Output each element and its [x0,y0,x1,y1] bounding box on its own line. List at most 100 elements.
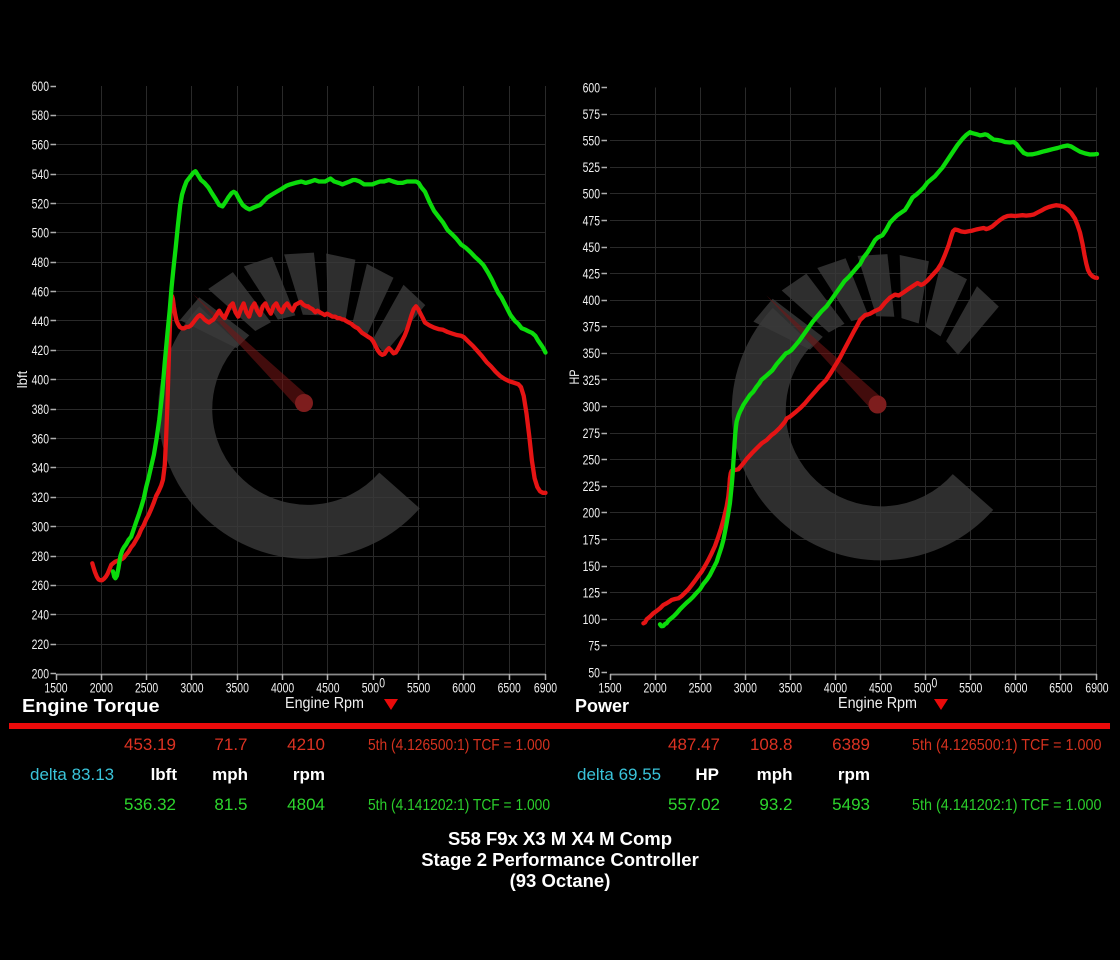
svg-text:150: 150 [583,559,600,574]
svg-text:100: 100 [583,612,600,627]
svg-text:600: 600 [32,79,49,94]
svg-text:0: 0 [932,676,938,691]
svg-text:425: 425 [583,266,600,281]
svg-text:Stage 2 Performance Controller: Stage 2 Performance Controller [421,849,699,870]
svg-text:320: 320 [32,490,49,505]
svg-text:500: 500 [32,226,49,241]
svg-text:5493: 5493 [832,795,870,814]
svg-text:300: 300 [32,519,49,534]
svg-text:1500: 1500 [44,681,67,696]
svg-text:200: 200 [583,506,600,521]
svg-text:6000: 6000 [452,681,475,696]
svg-text:lbft: lbft [15,371,30,389]
svg-text:4500: 4500 [869,681,892,696]
svg-text:3000: 3000 [180,681,203,696]
svg-text:mph: mph [757,765,793,784]
svg-text:520: 520 [32,196,49,211]
svg-text:540: 540 [32,167,49,182]
svg-text:Engine Torque: Engine Torque [22,696,160,716]
svg-text:4500: 4500 [316,681,339,696]
svg-text:380: 380 [32,402,49,417]
svg-text:rpm: rpm [838,765,870,784]
svg-text:340: 340 [32,461,49,476]
svg-text:(93 Octane): (93 Octane) [510,870,611,891]
svg-text:2500: 2500 [689,681,712,696]
svg-text:4000: 4000 [271,681,294,696]
svg-text:2000: 2000 [644,681,667,696]
svg-text:280: 280 [32,549,49,564]
svg-text:250: 250 [583,453,600,468]
svg-text:420: 420 [32,343,49,358]
svg-text:HP: HP [695,765,719,784]
svg-text:360: 360 [32,431,49,446]
svg-text:2500: 2500 [135,681,158,696]
svg-text:6389: 6389 [832,735,870,754]
svg-text:5500: 5500 [959,681,982,696]
svg-text:5th (4.126500:1) TCF = 1.000: 5th (4.126500:1) TCF = 1.000 [368,737,550,754]
svg-text:2000: 2000 [90,681,113,696]
svg-text:487.47: 487.47 [668,735,720,754]
svg-text:mph: mph [212,765,248,784]
svg-text:500: 500 [362,681,379,696]
svg-text:300: 300 [583,399,600,414]
svg-text:480: 480 [32,255,49,270]
svg-text:93.2: 93.2 [759,795,792,814]
svg-text:6900: 6900 [534,681,557,696]
svg-text:525: 525 [583,160,600,175]
svg-text:delta 83.13: delta 83.13 [30,765,114,784]
svg-text:275: 275 [583,426,600,441]
svg-text:0: 0 [379,676,385,691]
svg-text:6500: 6500 [498,681,521,696]
svg-text:Power: Power [575,696,629,716]
svg-text:HP: HP [567,370,582,385]
svg-text:Engine Rpm: Engine Rpm [285,695,364,712]
svg-text:200: 200 [32,666,49,681]
svg-text:575: 575 [583,107,600,122]
svg-text:375: 375 [583,320,600,335]
svg-text:3500: 3500 [226,681,249,696]
svg-text:delta 69.55: delta 69.55 [577,765,661,784]
svg-text:71.7: 71.7 [214,735,247,754]
svg-text:453.19: 453.19 [124,735,176,754]
svg-text:450: 450 [583,240,600,255]
svg-text:225: 225 [583,479,600,494]
svg-text:5th (4.141202:1) TCF = 1.000: 5th (4.141202:1) TCF = 1.000 [368,797,550,814]
svg-text:400: 400 [583,293,600,308]
svg-text:50: 50 [588,665,600,680]
svg-text:lbft: lbft [151,765,178,784]
svg-text:400: 400 [32,373,49,388]
svg-text:6900: 6900 [1085,681,1108,696]
svg-text:1500: 1500 [598,681,621,696]
svg-text:4804: 4804 [287,795,325,814]
svg-text:rpm: rpm [293,765,325,784]
svg-text:325: 325 [583,373,600,388]
svg-text:440: 440 [32,314,49,329]
svg-text:81.5: 81.5 [214,795,247,814]
svg-text:75: 75 [588,639,600,654]
svg-text:175: 175 [583,532,600,547]
svg-text:557.02: 557.02 [668,795,720,814]
svg-text:536.32: 536.32 [124,795,176,814]
svg-text:220: 220 [32,637,49,652]
svg-text:550: 550 [583,134,600,149]
svg-text:108.8: 108.8 [750,735,793,754]
svg-text:240: 240 [32,608,49,623]
svg-text:5th (4.141202:1) TCF = 1.000: 5th (4.141202:1) TCF = 1.000 [912,797,1102,814]
svg-text:3000: 3000 [734,681,757,696]
svg-text:500: 500 [914,681,931,696]
svg-text:350: 350 [583,346,600,361]
svg-text:5th (4.126500:1) TCF = 1.000: 5th (4.126500:1) TCF = 1.000 [912,737,1102,754]
svg-text:560: 560 [32,138,49,153]
svg-text:125: 125 [583,586,600,601]
svg-text:6500: 6500 [1049,681,1072,696]
svg-text:600: 600 [583,80,600,95]
svg-text:Engine Rpm: Engine Rpm [838,695,917,712]
svg-text:3500: 3500 [779,681,802,696]
svg-text:475: 475 [583,213,600,228]
svg-text:580: 580 [32,108,49,123]
svg-text:S58 F9x X3 M X4 M Comp: S58 F9x X3 M X4 M Comp [448,828,672,849]
svg-text:500: 500 [583,187,600,202]
svg-text:5500: 5500 [407,681,430,696]
svg-text:4000: 4000 [824,681,847,696]
svg-text:6000: 6000 [1004,681,1027,696]
